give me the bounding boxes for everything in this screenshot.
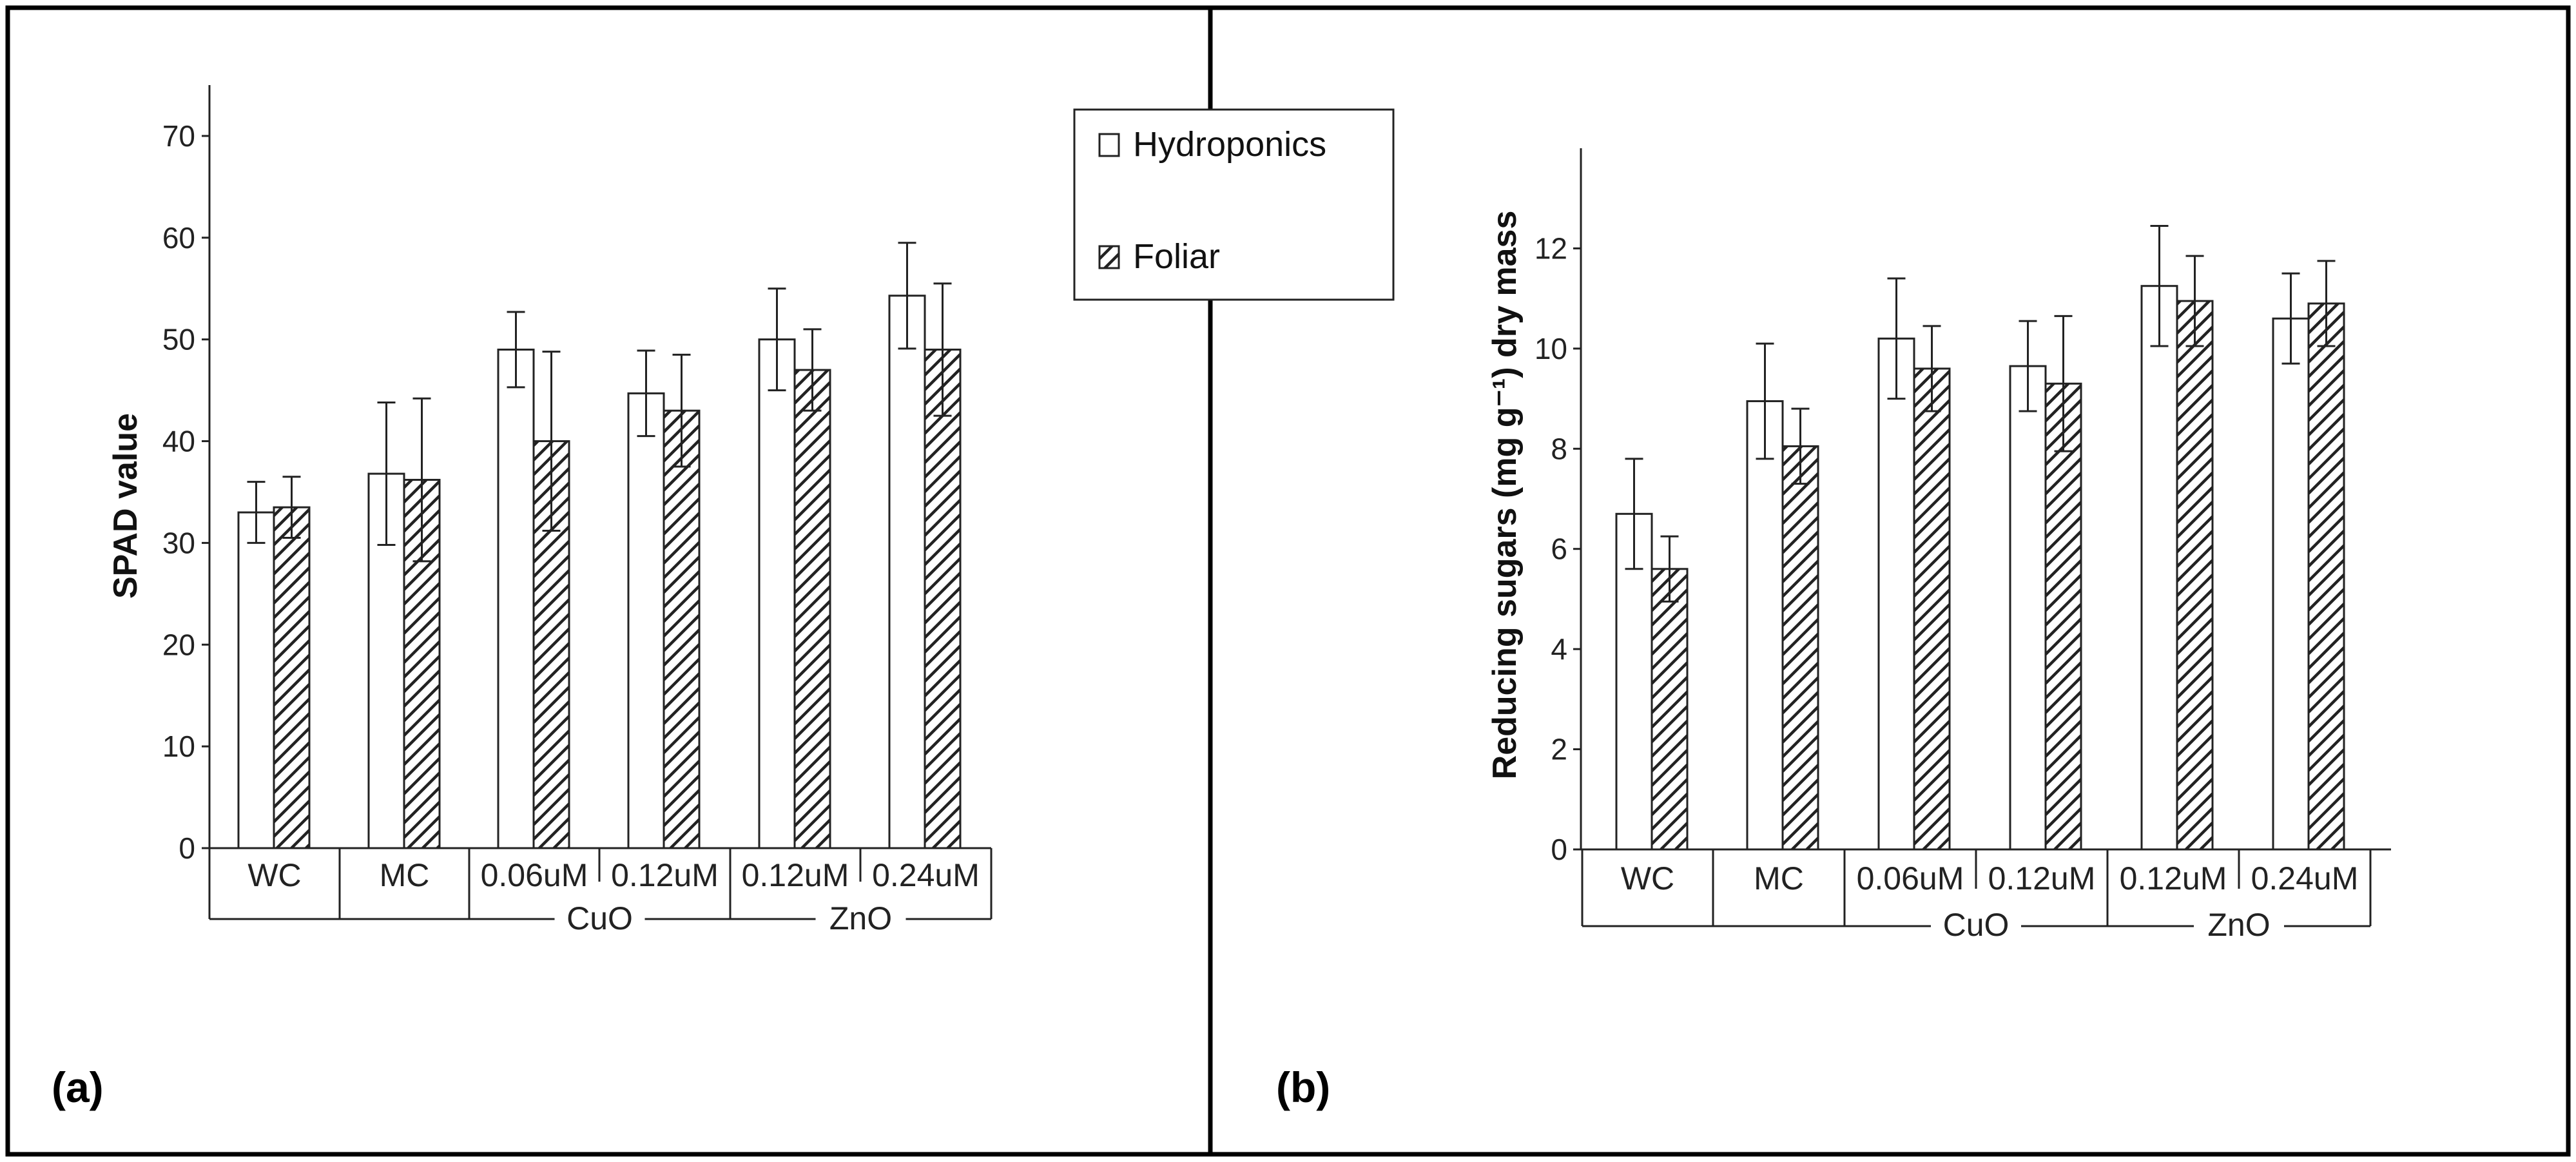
chart-a: 0 10 20 30 40 50 60 70 WC MC 0.06uM 0.12uM 0.12uM 0.…	[52, 85, 993, 1111]
legend-swatch-hydroponics	[1098, 133, 1120, 157]
y-tick-label: 60	[162, 221, 195, 255]
legend-swatch-foliar	[1098, 245, 1120, 269]
legend-label-hydroponics: Hydroponics	[1133, 125, 1326, 164]
bar-foliar	[1913, 367, 1951, 851]
x-category-label: 0.12uM	[611, 857, 719, 893]
y-tick-label: 70	[162, 119, 195, 153]
x-category-label: MC	[380, 857, 430, 893]
chart-b-errorbars	[1625, 224, 2336, 603]
x-group-label: CuO	[1943, 907, 2009, 943]
chart-a-panel-label: (a)	[52, 1063, 104, 1111]
chart-a-category-table: WC MC 0.06uM 0.12uM 0.12uM 0.24uM CuO ZnO	[208, 848, 993, 936]
x-category-label: 0.24uM	[2251, 860, 2359, 896]
x-group-label: ZnO	[829, 900, 892, 936]
legend-label-foliar: Foliar	[1133, 237, 1220, 276]
bar-foliar	[273, 506, 311, 849]
legend-box	[1073, 108, 1395, 301]
bar-foliar	[1781, 445, 1819, 851]
bar-hydroponics	[2140, 285, 2178, 851]
x-category-label: 0.12uM	[742, 857, 849, 893]
x-category-label: 0.12uM	[1988, 860, 2096, 896]
x-category-label: 0.06uM	[1857, 860, 1964, 896]
y-tick-label: 0	[1551, 833, 1567, 866]
bar-foliar	[1651, 568, 1689, 851]
x-category-label: MC	[1754, 860, 1804, 896]
chart-a-ylabel: SPAD value	[107, 413, 144, 599]
bar-foliar	[793, 369, 831, 849]
x-category-label: 0.12uM	[2120, 860, 2227, 896]
chart-b-panel-label: (b)	[1276, 1063, 1330, 1111]
bar-foliar	[663, 409, 701, 849]
y-tick-label: 30	[162, 526, 195, 559]
x-category-label: WC	[247, 857, 301, 893]
y-tick-label: 20	[162, 628, 195, 661]
bar-hydroponics	[237, 511, 275, 849]
chart-b-category-table: WC MC 0.06uM 0.12uM 0.12uM 0.24uM CuO ZnO	[1581, 849, 2372, 943]
bar-hydroponics	[888, 295, 926, 849]
chart-a-yticks: 0 10 20 30 40 50 60 70	[162, 119, 209, 865]
bar-hydroponics	[497, 348, 535, 849]
y-tick-label: 2	[1551, 733, 1567, 766]
chart-b-yticks: 0 2 4 6 8 10 12	[1535, 231, 1581, 866]
x-category-label: 0.06uM	[481, 857, 588, 893]
x-group-label: CuO	[567, 900, 633, 936]
y-tick-label: 4	[1551, 632, 1567, 666]
x-category-label: WC	[1621, 860, 1674, 896]
bar-foliar	[924, 348, 962, 849]
y-tick-label: 0	[179, 831, 195, 865]
bar-foliar	[2044, 382, 2082, 851]
y-tick-label: 10	[162, 730, 195, 763]
bar-hydroponics	[758, 338, 796, 849]
chart-a-errorbars	[247, 242, 952, 563]
chart-a-bars	[237, 295, 962, 849]
bar-hydroponics	[2009, 365, 2047, 851]
chart-b: 0 2 4 6 8 10 12 WC MC 0.06uM 0.12uM 0.12uM 0.24uM Cu…	[1276, 148, 2391, 1111]
x-group-label: ZnO	[2207, 907, 2270, 943]
bar-foliar	[2307, 302, 2345, 851]
bar-foliar	[2176, 300, 2214, 851]
figure-frame	[5, 5, 2571, 1157]
bar-hydroponics	[627, 392, 665, 849]
chart-b-bars	[1615, 285, 2345, 851]
bar-hydroponics	[2272, 317, 2310, 851]
y-tick-label: 6	[1551, 532, 1567, 566]
y-tick-label: 12	[1535, 231, 1567, 265]
legend: Hydroponics Foliar	[1073, 108, 1395, 301]
y-tick-label: 10	[1535, 332, 1567, 365]
y-tick-label: 8	[1551, 432, 1567, 465]
y-tick-label: 40	[162, 425, 195, 458]
x-category-label: 0.24uM	[872, 857, 980, 893]
bar-hydroponics	[1877, 337, 1915, 851]
chart-b-ylabel: Reducing sugars (mg g⁻¹) dry mass	[1486, 211, 1524, 780]
y-tick-label: 50	[162, 323, 195, 356]
bar-hydroponics	[1746, 400, 1784, 851]
